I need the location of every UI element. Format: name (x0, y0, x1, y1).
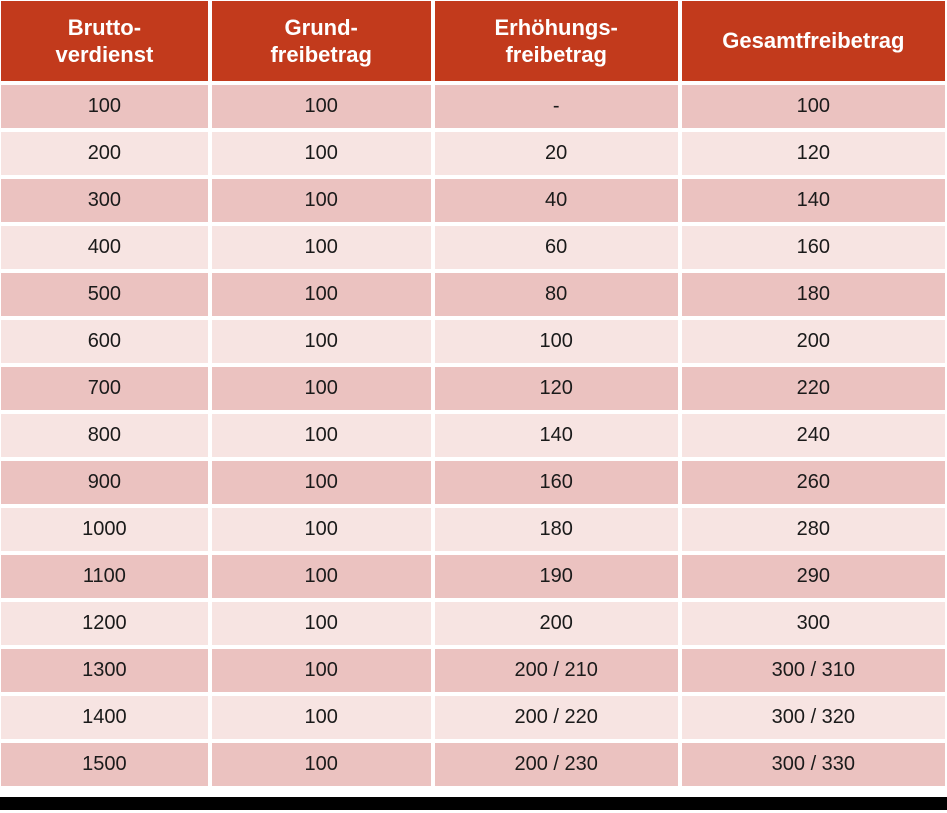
table-row: 400 100 60 160 (0, 222, 947, 273)
table-cell: 100 (207, 128, 435, 179)
table-row: 100 100-100 (0, 81, 947, 132)
table-cell: 100 (207, 504, 435, 555)
table-cell: 200 / 220 (430, 692, 682, 743)
table-cell: 100 (0, 81, 212, 132)
table-cell: 200 (677, 316, 947, 367)
table-body: 100 100-100 200 100 20 120 300 100 40 140 400 100 60… (0, 81, 947, 790)
table-cell: 200 (430, 598, 682, 649)
table-cell: 200 / 230 (430, 739, 682, 790)
table-cell: 100 (677, 81, 947, 132)
table-cell: 200 / 210 (430, 645, 682, 696)
table-row: 200 100 20 120 (0, 128, 947, 179)
table-cell: 1300 (0, 645, 212, 696)
column-header-0: Brutto- verdienst (0, 0, 212, 85)
table-cell: 240 (677, 410, 947, 461)
table-cell: 400 (0, 222, 212, 273)
table-cell: 100 (207, 175, 435, 226)
table-cell: 80 (430, 269, 682, 320)
table-cell: 900 (0, 457, 212, 508)
table-cell: 140 (677, 175, 947, 226)
column-header-1: Grund- freibetrag (207, 0, 435, 85)
table-header: Brutto- verdienst Grund- freibetrag Erhöhu… (0, 0, 947, 85)
table-cell: 100 (207, 739, 435, 790)
table-cell: 120 (430, 363, 682, 414)
table-cell: 160 (677, 222, 947, 273)
table-cell: 100 (207, 598, 435, 649)
table-cell: 40 (430, 175, 682, 226)
table-cell: 100 (207, 551, 435, 602)
table-cell: 140 (430, 410, 682, 461)
column-header-2: Erhöhungs- freibetrag (430, 0, 682, 85)
table-cell: 1400 (0, 692, 212, 743)
column-header-3: Gesamtfreibetrag (677, 0, 947, 85)
table-cell: - (430, 81, 682, 132)
header-row: Brutto- verdienst Grund- freibetrag Erhöhu… (0, 0, 947, 85)
table-cell: 100 (207, 457, 435, 508)
table-cell: 260 (677, 457, 947, 508)
table-cell: 120 (677, 128, 947, 179)
table-cell: 160 (430, 457, 682, 508)
table-cell: 300 (677, 598, 947, 649)
table-cell: 20 (430, 128, 682, 179)
table-row: 1000 100 180 280 (0, 504, 947, 555)
table-cell: 100 (207, 81, 435, 132)
table-row: 700 100 120 220 (0, 363, 947, 414)
table-cell: 100 (207, 269, 435, 320)
table-cell: 100 (207, 645, 435, 696)
table-cell: 280 (677, 504, 947, 555)
table-cell: 100 (207, 692, 435, 743)
table-cell: 300 / 320 (677, 692, 947, 743)
table-cell: 300 / 310 (677, 645, 947, 696)
freibetrag-table: Brutto- verdienst Grund- freibetrag Erhöhu… (0, 0, 947, 790)
table-cell: 220 (677, 363, 947, 414)
table-cell: 300 (0, 175, 212, 226)
table-row: 500 100 80 180 (0, 269, 947, 320)
table-cell: 500 (0, 269, 212, 320)
table-cell: 290 (677, 551, 947, 602)
table-cell: 100 (207, 316, 435, 367)
table-cell: 180 (677, 269, 947, 320)
table-cell: 100 (207, 222, 435, 273)
table-cell: 600 (0, 316, 212, 367)
table-cell: 100 (207, 363, 435, 414)
table-cell: 1000 (0, 504, 212, 555)
table-cell: 60 (430, 222, 682, 273)
table-row: 300 100 40 140 (0, 175, 947, 226)
table-cell: 800 (0, 410, 212, 461)
table-cell: 190 (430, 551, 682, 602)
table-row: 1400 100 200 / 220 300 / 320 (0, 692, 947, 743)
table-row: 600 100 100 200 (0, 316, 947, 367)
table-row: 1200 100 200 300 (0, 598, 947, 649)
table-row: 800 100 140 240 (0, 410, 947, 461)
table-cell: 200 (0, 128, 212, 179)
table-row: 1100 100 190 290 (0, 551, 947, 602)
table-cell: 1100 (0, 551, 212, 602)
table-cell: 1500 (0, 739, 212, 790)
table-cell: 180 (430, 504, 682, 555)
table-cell: 100 (430, 316, 682, 367)
table-row: 1300 100 200 / 210 300 / 310 (0, 645, 947, 696)
table-row: 1500 100 200 / 230 300 / 330 (0, 739, 947, 790)
bottom-black-bar (0, 797, 947, 810)
table-cell: 100 (207, 410, 435, 461)
table-cell: 700 (0, 363, 212, 414)
table-cell: 300 / 330 (677, 739, 947, 790)
table-cell: 1200 (0, 598, 212, 649)
table-row: 900 100 160 260 (0, 457, 947, 508)
